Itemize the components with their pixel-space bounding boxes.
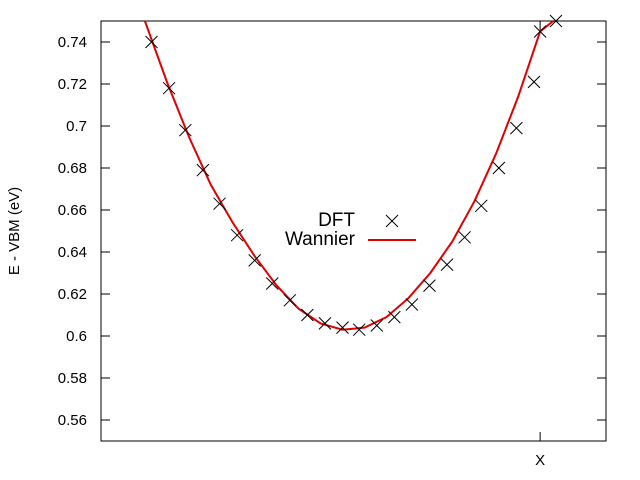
legend-marker-dft [385,214,399,228]
dft-point [145,35,158,49]
dft-point [196,163,210,177]
y-axis-label: E - VBM (eV) [6,187,23,275]
dft-point-stroke [213,197,226,211]
dft-point [458,230,471,244]
dft-point [549,14,563,28]
dft-point-stroke [533,25,547,38]
y-tick-label: 0.64 [58,244,87,261]
dft-point-stroke [196,163,210,177]
dft-point [423,279,436,292]
dft-point [213,197,226,211]
dft-point-stroke [440,258,454,271]
dft-point [510,121,523,135]
dft-point-stroke [162,81,176,95]
y-tick-label: 0.62 [58,286,87,303]
legend-label-dft: DFT [318,210,355,231]
dft-point [492,161,506,175]
y-tick-label: 0.58 [58,370,87,387]
dft-point [405,298,419,311]
dft-point-stroke [283,293,297,307]
wannier-line [143,21,554,331]
dft-point [387,310,401,324]
dft-point [336,321,349,334]
dft-point-stroke [423,279,436,292]
dft-point-stroke [178,123,192,137]
dft-point-stroke [352,323,366,337]
dft-point [370,319,384,332]
dft-point-stroke [387,310,401,324]
dft-point-stroke [405,298,419,311]
dft-point [283,293,297,307]
dft-point [440,258,454,271]
dft-point [352,323,366,337]
dft-point-stroke [370,319,384,332]
dft-point [162,81,176,95]
dft-point-stroke [248,254,262,267]
dft-point-stroke [527,75,541,89]
y-tick-label: 0.72 [58,76,87,93]
x-tick-label: X [535,452,545,469]
y-tick-label: 0.68 [58,160,87,177]
dft-point-stroke [549,14,563,28]
dft-point [248,254,262,267]
dft-point-stroke [336,321,349,334]
x-axis-ticks: X [535,21,545,469]
y-tick-label: 0.74 [58,34,87,51]
dft-point [230,228,244,242]
series-layer [143,14,563,337]
dft-point-stroke [265,277,279,290]
dft-point-stroke [301,308,314,322]
dft-point [527,75,541,89]
legend-dft-x-stroke [385,214,399,228]
legend: DFT Wannier [285,210,416,250]
plot-frame [100,20,607,442]
y-tick-label: 0.56 [58,412,87,429]
y-tick-label: 0.7 [66,118,87,135]
dft-point-stroke [510,121,523,135]
legend-dft-x [385,214,399,228]
y-tick-label: 0.66 [58,202,87,219]
dft-point [178,123,192,137]
dft-point [318,317,332,330]
dft-point-stroke [492,161,506,175]
y-tick-label: 0.6 [66,328,87,345]
y-axis-ticks: 0.56 0.58 0.6 0.62 0.64 0.66 0.68 0.7 0.72 0.74 [58,34,606,429]
dft-point [533,25,547,38]
dft-point [301,308,314,322]
dft-point [265,277,279,290]
legend-label-wannier: Wannier [285,229,356,250]
dft-point-stroke [318,317,332,330]
dft-point [474,199,488,213]
dft-point-stroke [474,199,488,213]
dft-point-stroke [145,35,158,49]
dft-point-stroke [230,228,244,242]
dft-point-stroke [458,230,471,244]
